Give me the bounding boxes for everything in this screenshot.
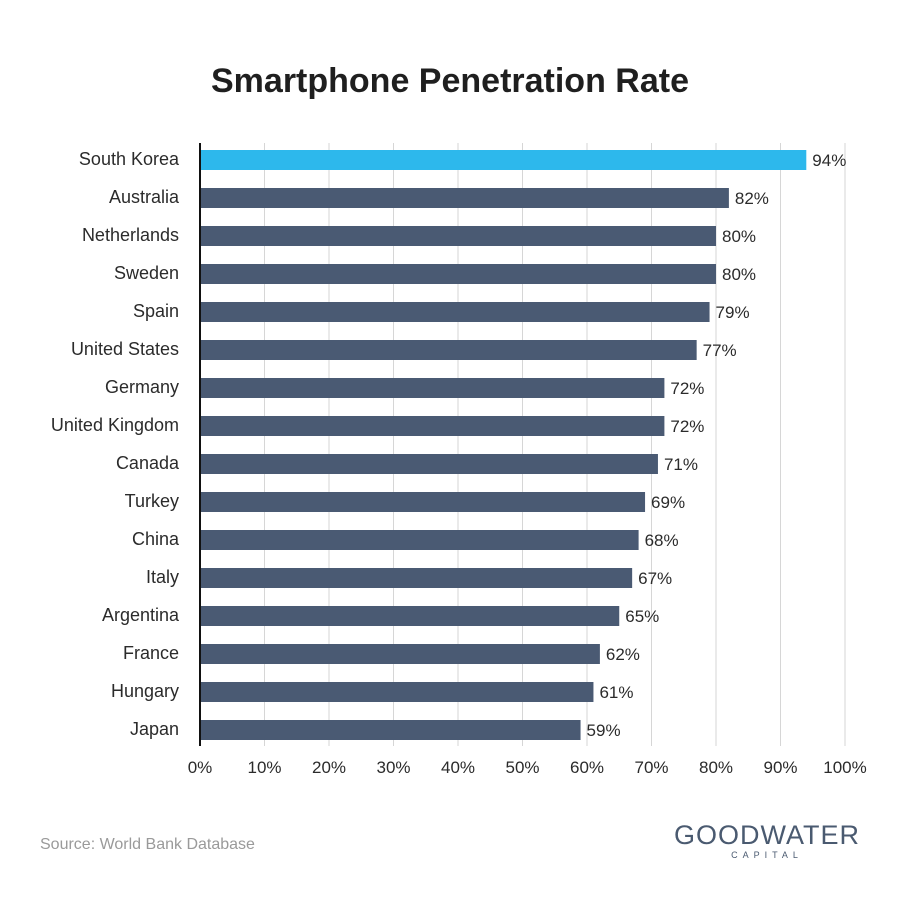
category-label: Sweden [114, 263, 179, 283]
value-label: 65% [625, 607, 659, 626]
x-tick-label: 50% [505, 758, 539, 777]
category-label: Netherlands [82, 225, 179, 245]
x-tick-label: 70% [634, 758, 668, 777]
bar [200, 606, 620, 626]
bar [200, 378, 665, 398]
category-label: France [123, 643, 179, 663]
value-label: 72% [670, 417, 704, 436]
category-label: China [132, 529, 180, 549]
category-label: United States [71, 339, 179, 359]
value-label: 62% [606, 645, 640, 664]
category-label: Canada [116, 453, 180, 473]
bar [200, 150, 807, 170]
category-labels: South Korea Australia Netherlands Sweden Spa… [51, 149, 180, 739]
category-label: Hungary [111, 681, 179, 701]
value-label: 71% [664, 455, 698, 474]
bar [200, 302, 710, 322]
category-label: Germany [105, 377, 179, 397]
bar [200, 682, 594, 702]
x-tick-label: 80% [699, 758, 733, 777]
category-label: South Korea [79, 149, 180, 169]
value-label: 77% [703, 341, 737, 360]
category-label: Argentina [102, 605, 180, 625]
bar [200, 492, 646, 512]
value-label: 79% [716, 303, 750, 322]
value-label: 82% [735, 189, 769, 208]
category-label: Australia [109, 187, 180, 207]
value-label: 80% [722, 227, 756, 246]
bars [200, 150, 807, 740]
bar [200, 568, 633, 588]
bar [200, 340, 697, 360]
bar [200, 226, 716, 246]
value-label: 80% [722, 265, 756, 284]
x-tick-label: 30% [376, 758, 410, 777]
bar [200, 530, 639, 550]
category-label: Spain [133, 301, 179, 321]
value-label: 72% [670, 379, 704, 398]
value-label: 59% [587, 721, 621, 740]
brand-name: GOODWATER [674, 820, 860, 850]
value-label: 94% [812, 151, 846, 170]
x-tick-label: 60% [570, 758, 604, 777]
value-label: 67% [638, 569, 672, 588]
x-tick-labels: 0% 10% 20% 30% 40% 50% 60% 70% 80% 90% 100% [188, 758, 867, 777]
bar [200, 644, 600, 664]
category-label: Italy [146, 567, 179, 587]
category-label: Japan [130, 719, 179, 739]
x-tick-label: 100% [823, 758, 866, 777]
value-label: 68% [645, 531, 679, 550]
bar [200, 264, 716, 284]
bar [200, 416, 665, 436]
x-tick-label: 40% [441, 758, 475, 777]
x-tick-label: 20% [312, 758, 346, 777]
value-labels: 94% 82% 80% 80% 79% 77% 72% 72% 71% 69% 68% 67% 65% 6… [587, 151, 847, 740]
bar [200, 188, 729, 208]
x-tick-label: 10% [247, 758, 281, 777]
x-tick-label: 0% [188, 758, 213, 777]
brand-logo: GOODWATER CAPITAL [672, 820, 862, 860]
category-label: United Kingdom [51, 415, 179, 435]
source-note: Source: World Bank Database [40, 836, 255, 853]
value-label: 69% [651, 493, 685, 512]
x-tick-label: 90% [763, 758, 797, 777]
bar [200, 720, 581, 740]
value-label: 61% [599, 683, 633, 702]
chart-title: Smartphone Penetration Rate [211, 62, 689, 100]
bar [200, 454, 658, 474]
category-label: Turkey [125, 491, 179, 511]
brand-subtitle: CAPITAL [731, 850, 803, 860]
